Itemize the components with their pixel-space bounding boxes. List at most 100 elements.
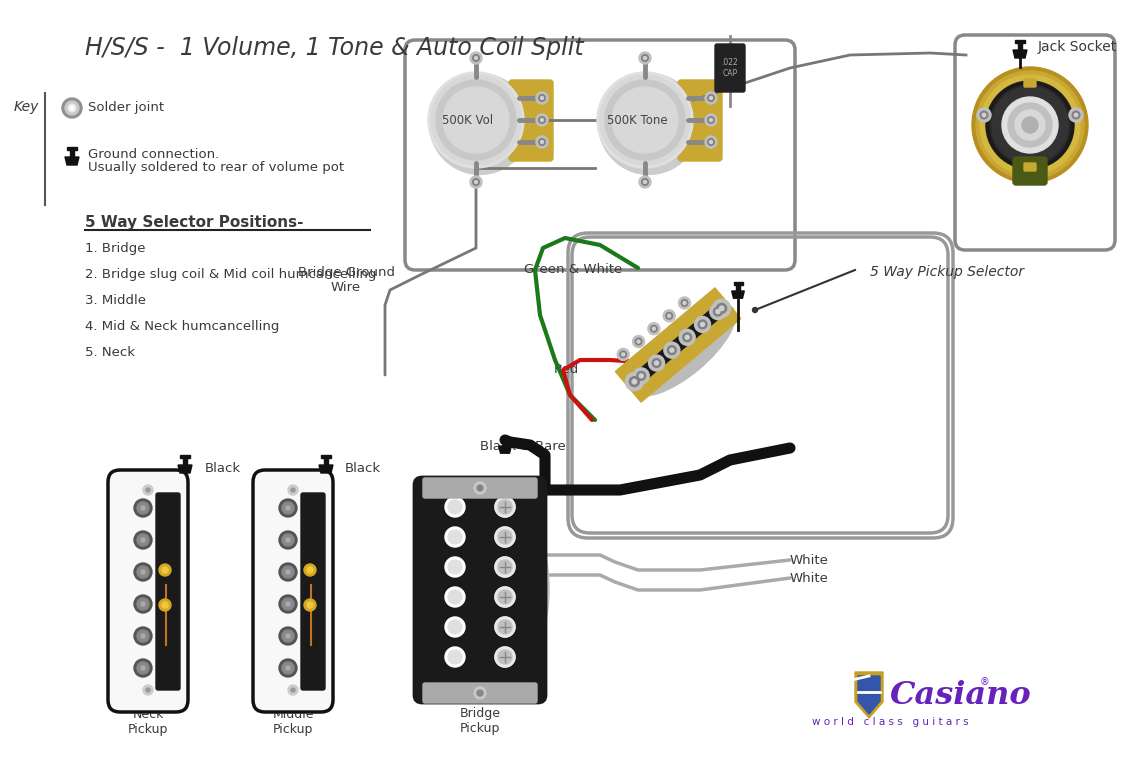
Circle shape — [629, 377, 640, 387]
Circle shape — [648, 323, 660, 335]
Circle shape — [135, 627, 152, 645]
FancyBboxPatch shape — [156, 493, 180, 690]
Text: 4. Mid & Neck humcancelling: 4. Mid & Neck humcancelling — [86, 320, 279, 333]
Polygon shape — [319, 465, 333, 473]
Circle shape — [643, 180, 646, 183]
Circle shape — [640, 52, 651, 64]
Circle shape — [498, 590, 512, 604]
Circle shape — [980, 75, 1080, 175]
Circle shape — [1002, 97, 1058, 153]
Circle shape — [279, 499, 298, 517]
Circle shape — [682, 300, 687, 306]
Circle shape — [992, 87, 1068, 163]
Circle shape — [495, 557, 515, 577]
Ellipse shape — [120, 478, 182, 708]
Circle shape — [495, 497, 515, 517]
Ellipse shape — [431, 75, 521, 165]
Ellipse shape — [435, 80, 516, 160]
Polygon shape — [1013, 50, 1027, 58]
Ellipse shape — [430, 74, 530, 174]
Circle shape — [972, 67, 1088, 183]
Ellipse shape — [612, 87, 678, 153]
Polygon shape — [67, 147, 78, 150]
Circle shape — [448, 500, 462, 514]
Circle shape — [663, 342, 679, 358]
Circle shape — [710, 304, 726, 320]
Circle shape — [282, 598, 294, 610]
Circle shape — [698, 320, 707, 329]
Circle shape — [1069, 108, 1083, 122]
Circle shape — [288, 685, 298, 695]
Text: 5 Way Pickup Selector: 5 Way Pickup Selector — [870, 265, 1024, 279]
FancyBboxPatch shape — [301, 493, 325, 690]
Circle shape — [279, 659, 298, 677]
Circle shape — [286, 506, 290, 510]
Circle shape — [717, 304, 726, 314]
Polygon shape — [732, 291, 744, 298]
Circle shape — [142, 685, 153, 695]
Polygon shape — [180, 455, 190, 458]
Circle shape — [448, 590, 462, 604]
Circle shape — [668, 345, 676, 355]
Text: 5 Way Selector Positions-: 5 Way Selector Positions- — [86, 215, 303, 230]
Ellipse shape — [443, 87, 508, 153]
Circle shape — [291, 688, 295, 692]
Circle shape — [445, 557, 465, 577]
Circle shape — [304, 599, 316, 611]
Circle shape — [683, 333, 692, 342]
Circle shape — [714, 307, 723, 316]
Circle shape — [474, 687, 486, 699]
Text: 500K Tone: 500K Tone — [606, 113, 667, 126]
Ellipse shape — [598, 74, 700, 174]
Circle shape — [146, 488, 150, 492]
Circle shape — [286, 602, 290, 606]
Circle shape — [141, 538, 145, 542]
FancyBboxPatch shape — [253, 470, 333, 712]
Circle shape — [498, 500, 512, 514]
Circle shape — [137, 598, 149, 610]
Circle shape — [141, 602, 145, 606]
Circle shape — [495, 557, 515, 577]
Circle shape — [304, 564, 316, 576]
Circle shape — [141, 570, 145, 574]
Circle shape — [705, 114, 717, 126]
Text: Jack Socket: Jack Socket — [1039, 40, 1117, 54]
Text: 500K Vol: 500K Vol — [442, 113, 494, 126]
Circle shape — [137, 630, 149, 642]
Circle shape — [282, 566, 294, 578]
Circle shape — [474, 180, 478, 183]
Polygon shape — [324, 458, 328, 465]
Text: .022
CAP: .022 CAP — [722, 59, 739, 78]
Circle shape — [307, 567, 314, 573]
Circle shape — [495, 617, 515, 637]
Circle shape — [137, 502, 149, 514]
Circle shape — [498, 530, 512, 544]
Circle shape — [448, 650, 462, 664]
Circle shape — [137, 662, 149, 674]
Circle shape — [617, 349, 629, 361]
Circle shape — [540, 119, 544, 122]
Circle shape — [495, 647, 515, 667]
Text: 3. Middle: 3. Middle — [86, 294, 146, 307]
Circle shape — [620, 351, 627, 358]
Circle shape — [162, 602, 168, 608]
Circle shape — [282, 662, 294, 674]
FancyBboxPatch shape — [678, 80, 722, 161]
Circle shape — [279, 595, 298, 613]
Circle shape — [705, 92, 717, 104]
FancyBboxPatch shape — [423, 478, 537, 498]
Circle shape — [632, 380, 636, 384]
Circle shape — [1021, 117, 1039, 133]
Circle shape — [633, 336, 644, 348]
Circle shape — [498, 650, 512, 664]
Text: Casiano: Casiano — [890, 680, 1032, 711]
Text: Bridge
Pickup: Bridge Pickup — [459, 707, 500, 735]
Ellipse shape — [264, 478, 327, 708]
Polygon shape — [503, 440, 507, 446]
Polygon shape — [858, 676, 880, 714]
Circle shape — [536, 92, 548, 104]
Circle shape — [495, 587, 515, 607]
Circle shape — [142, 485, 153, 495]
Circle shape — [448, 620, 462, 634]
Circle shape — [286, 538, 290, 542]
